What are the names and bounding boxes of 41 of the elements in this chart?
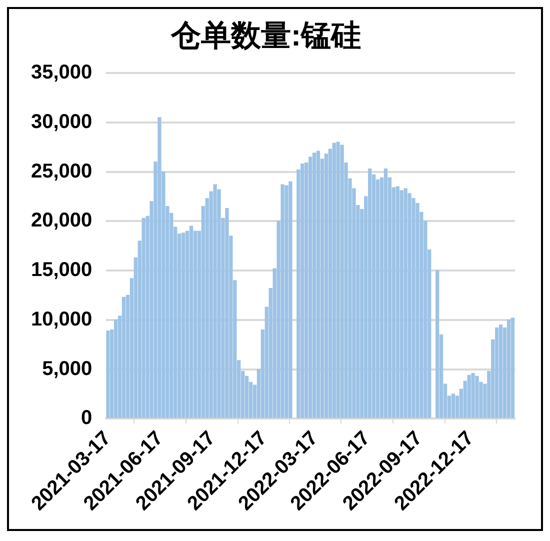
bar xyxy=(368,168,372,418)
bar xyxy=(316,150,320,418)
y-tick-label: 25,000 xyxy=(31,160,92,182)
y-tick-label: 0 xyxy=(81,407,92,430)
bar xyxy=(288,181,292,418)
bar xyxy=(158,117,162,418)
bar xyxy=(400,190,404,418)
y-tick-label: 15,000 xyxy=(31,259,92,282)
bar xyxy=(300,164,304,418)
y-tick-label: 5,000 xyxy=(42,358,92,380)
bar xyxy=(475,376,479,418)
bar xyxy=(189,226,194,418)
y-tick-label: 10,000 xyxy=(31,308,92,330)
bar xyxy=(213,184,217,418)
bar xyxy=(284,185,288,418)
bar xyxy=(114,320,118,418)
chart-title: 仓单数量:锰硅 xyxy=(170,19,361,52)
bar xyxy=(467,374,471,418)
bar xyxy=(122,296,126,418)
bar xyxy=(308,156,312,418)
bar xyxy=(384,168,388,418)
bar xyxy=(404,188,408,418)
bar xyxy=(280,184,284,418)
bar xyxy=(312,152,316,418)
bar xyxy=(225,208,229,418)
bar xyxy=(396,186,400,418)
y-tick-label: 35,000 xyxy=(31,62,92,84)
bar xyxy=(332,142,336,418)
bar xyxy=(435,270,440,418)
bar xyxy=(510,318,515,418)
y-tick-label: 20,000 xyxy=(31,210,92,232)
bar xyxy=(142,218,146,418)
bar xyxy=(181,232,186,418)
bar xyxy=(495,327,499,418)
bar xyxy=(336,142,340,418)
bar xyxy=(506,320,511,418)
bar xyxy=(451,394,456,418)
y-tick-label: 30,000 xyxy=(31,110,92,133)
bar xyxy=(340,144,344,418)
bar xyxy=(471,372,475,418)
bar xyxy=(498,324,503,418)
